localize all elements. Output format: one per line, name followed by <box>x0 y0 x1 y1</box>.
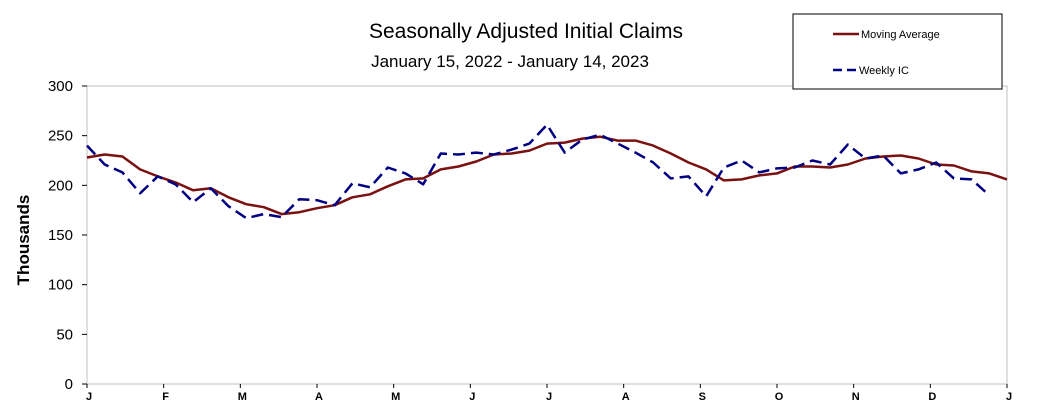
y-tick-label: 250 <box>48 128 73 145</box>
legend-box <box>792 13 1003 90</box>
x-tick-label: A <box>622 391 630 403</box>
x-tick-label: J <box>1006 391 1012 403</box>
x-tick-label: J <box>546 391 552 403</box>
x-tick-label: A <box>315 391 323 403</box>
x-tick-label: N <box>852 391 860 403</box>
legend-label-weekly-ic: Weekly IC <box>859 65 909 77</box>
plot-area <box>86 85 1008 385</box>
legend-label-moving-average: Moving Average <box>861 29 940 41</box>
chart-subtitle: January 15, 2022 - January 14, 2023 <box>371 52 649 71</box>
y-tick-label: 50 <box>56 326 73 343</box>
legend: Moving Average Weekly IC <box>792 13 1003 90</box>
y-axis: 0 50 100 150 200 250 300 <box>48 78 87 393</box>
chart-title: Seasonally Adjusted Initial Claims <box>369 20 683 43</box>
y-tick-label: 100 <box>48 277 73 294</box>
y-tick-label: 150 <box>48 227 73 244</box>
y-tick-label: 200 <box>48 177 73 194</box>
series-line-weekly-ic <box>86 123 991 220</box>
y-tick-label: 0 <box>65 376 73 393</box>
x-tick-label: F <box>162 391 169 403</box>
x-tick-label: D <box>928 391 936 403</box>
x-tick-label: M <box>391 391 400 403</box>
x-tick-label: O <box>775 391 784 403</box>
x-tick-label: M <box>238 391 247 403</box>
x-tick-label: J <box>86 391 92 403</box>
y-tick-label: 300 <box>48 78 73 95</box>
y-axis-label: Thousands <box>14 195 33 286</box>
x-tick-label: J <box>469 391 475 403</box>
series-layer <box>86 123 1008 220</box>
x-tick-label: S <box>699 391 706 403</box>
